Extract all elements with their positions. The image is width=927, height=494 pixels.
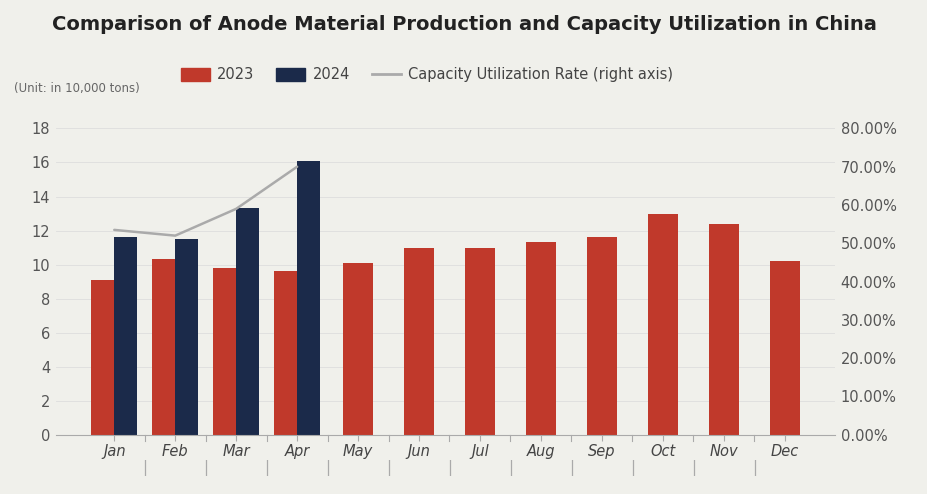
Text: |: | [447, 460, 451, 476]
Bar [114, 237, 137, 435]
Bar [526, 243, 555, 435]
Bar [343, 263, 373, 435]
Text: |: | [690, 460, 695, 476]
Text: (Unit: in 10,000 tons): (Unit: in 10,000 tons) [14, 82, 140, 94]
Legend: 2023, 2024, Capacity Utilization Rate (right axis): 2023, 2024, Capacity Utilization Rate (r… [174, 62, 679, 88]
Bar [297, 161, 320, 435]
Text: |: | [324, 460, 330, 476]
Text: |: | [751, 460, 756, 476]
Bar [152, 259, 175, 435]
Bar [403, 247, 434, 435]
Bar [175, 239, 198, 435]
Bar [768, 261, 799, 435]
Bar [235, 208, 259, 435]
Text: |: | [507, 460, 513, 476]
Bar [586, 237, 616, 435]
Text: Comparison of Anode Material Production and Capacity Utilization in China: Comparison of Anode Material Production … [52, 15, 875, 34]
Bar [273, 271, 297, 435]
Bar [464, 247, 494, 435]
Text: |: | [629, 460, 634, 476]
Text: |: | [142, 460, 147, 476]
Bar [647, 213, 677, 435]
Bar [91, 280, 114, 435]
Text: |: | [568, 460, 573, 476]
Bar [708, 224, 738, 435]
Text: |: | [386, 460, 390, 476]
Text: |: | [264, 460, 269, 476]
Text: |: | [203, 460, 208, 476]
Bar [213, 268, 235, 435]
